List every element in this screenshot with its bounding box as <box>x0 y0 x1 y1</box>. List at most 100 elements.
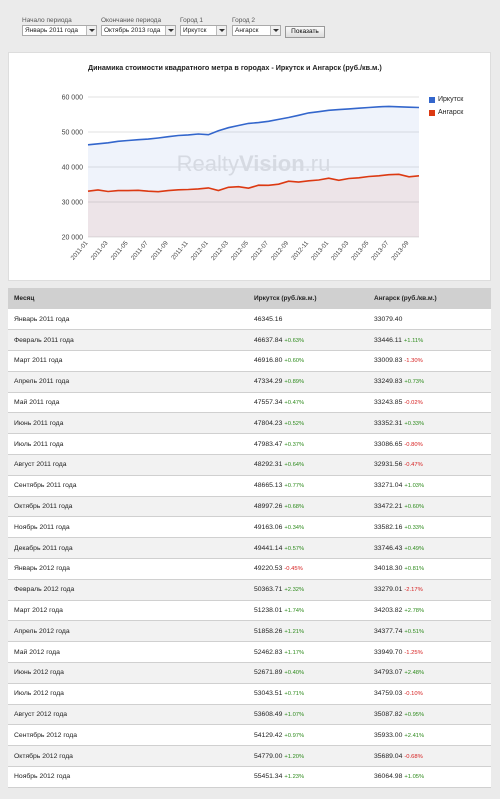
city1-change: +0.97% <box>284 732 305 739</box>
cell-month: Март 2012 года <box>8 600 248 622</box>
month-text: Май 2011 года <box>14 399 60 407</box>
cell-month: Февраль 2011 года <box>8 329 248 352</box>
watermark-part1: Realty <box>177 151 239 176</box>
month-text: Декабрь 2011 года <box>14 544 73 552</box>
cell-city1: 49163.06 +0.34% <box>248 516 368 539</box>
city2-change: +0.51% <box>404 628 425 635</box>
table-row: Июнь 2011 года 47804.23 +0.52% 33352.31 +0.3… <box>8 412 491 435</box>
cell-city2: 35689.04 -0.68% <box>368 745 491 768</box>
start-period-label: Начало периода <box>22 17 72 24</box>
cell-month: Апрель 2011 года <box>8 371 248 393</box>
cell-city2: 34377.74 +0.51% <box>368 620 491 643</box>
cell-month: Ноябрь 2012 года <box>8 766 248 788</box>
cell-city1: 48665.13 +0.77% <box>248 475 368 497</box>
month-text: Март 2012 года <box>14 607 63 615</box>
table-row: Январь 2011 года 46345.16 33079.40 <box>8 309 491 331</box>
month-text: Февраль 2012 года <box>14 586 75 594</box>
cell-city2: 33249.83 +0.73% <box>368 371 491 393</box>
city2-change: -0.02% <box>404 400 423 407</box>
cell-month: Октябрь 2011 года <box>8 496 248 518</box>
header-city2[interactable]: Ангарск (руб./кв.м.) <box>368 288 491 309</box>
table-row: Май 2012 года 52462.83 +1.17% 33949.70 -1.25… <box>8 641 491 664</box>
start-period-select[interactable]: Январь 2011 года <box>22 25 97 36</box>
cell-city1: 51238.01 +1.74% <box>248 600 368 622</box>
cell-city2: 34759.03 -0.10% <box>368 683 491 705</box>
cell-month: Май 2012 года <box>8 641 248 664</box>
table-row: Март 2011 года 46916.80 +0.60% 33009.83 -1.3… <box>8 350 491 372</box>
table-row: Июнь 2012 года 52671.89 +0.40% 34793.07 +2.4… <box>8 662 491 684</box>
table-row: Ноябрь 2012 года 55451.34 +1.23% 36064.98 +1… <box>8 766 491 788</box>
x-tick-label: 2013-07 <box>370 239 391 262</box>
city2-change: -2.17% <box>404 587 423 594</box>
city1-change: +0.68% <box>284 504 305 511</box>
cell-month: Март 2011 года <box>8 350 248 372</box>
city1-value: 52671.89 <box>254 669 283 677</box>
city1-select[interactable]: Иркутск <box>180 25 227 36</box>
month-text: Июнь 2012 года <box>14 669 64 677</box>
x-tick-label: 2012-03 <box>210 239 231 262</box>
start-period-value: Январь 2011 года <box>25 27 78 34</box>
city2-change: +2.41% <box>404 732 425 739</box>
cell-month: Апрель 2012 года <box>8 620 248 643</box>
legend-item-series2[interactable]: Ангарск <box>429 109 463 116</box>
cell-city1: 48997.26 +0.68% <box>248 496 368 518</box>
cell-month: Август 2012 года <box>8 704 248 726</box>
month-text: Июнь 2011 года <box>14 419 64 427</box>
city1-value: 54779.00 <box>254 752 283 760</box>
city2-value: 32931.56 <box>374 461 403 469</box>
cell-city2: 33079.40 <box>368 309 491 331</box>
cell-city2: 33279.01 -2.17% <box>368 579 491 601</box>
y-tick-label: 60 000 <box>62 95 84 102</box>
month-text: Март 2011 года <box>14 357 63 365</box>
cell-month: Декабрь 2011 года <box>8 537 248 560</box>
header-city1[interactable]: Иркутск (руб./кв.м.) <box>248 288 368 309</box>
month-text: Июль 2011 года <box>14 440 64 448</box>
table-row: Июль 2011 года 47983.47 +0.37% 33086.65 -0.8… <box>8 433 491 456</box>
cell-city2: 33472.21 +0.60% <box>368 496 491 518</box>
filters-bar: Начало периода Январь 2011 года Окончани… <box>0 0 500 48</box>
cell-month: Январь 2011 года <box>8 309 248 331</box>
x-tick-label: 2013-05 <box>350 239 371 262</box>
legend-item-series1[interactable]: Иркутск <box>429 96 463 103</box>
month-text: Май 2012 года <box>14 648 60 656</box>
month-text: Сентябрь 2011 года <box>14 482 77 490</box>
x-tick-label: 2011-05 <box>110 239 130 261</box>
city2-select[interactable]: Ангарск <box>232 25 281 36</box>
price-table: Месяц Иркутск (руб./кв.м.) Ангарск (руб.… <box>8 288 491 788</box>
show-button[interactable]: Показать <box>285 26 325 38</box>
end-period-select[interactable]: Октябрь 2013 года <box>101 25 176 36</box>
city1-change: +0.77% <box>284 483 305 490</box>
cell-city1: 51858.26 +1.21% <box>248 620 368 643</box>
city2-value: 35933.00 <box>374 731 403 739</box>
city2-change: +0.81% <box>404 566 425 573</box>
city1-value: 46916.80 <box>254 357 283 365</box>
watermark-part3: .ru <box>305 151 331 176</box>
cell-city1: 50363.71 +2.32% <box>248 579 368 601</box>
city2-change: +0.60% <box>404 504 425 511</box>
cell-city1: 49220.53 -0.45% <box>248 558 368 580</box>
x-tick-label: 2013-09 <box>390 239 411 262</box>
table-row: Март 2012 года 51238.01 +1.74% 34203.82 +2.7… <box>8 600 491 622</box>
city2-value: 33271.04 <box>374 482 403 490</box>
cell-month: Февраль 2012 года <box>8 579 248 601</box>
x-tick-label: 2011-11 <box>170 239 190 261</box>
city1-value: 49441.14 <box>254 544 283 552</box>
month-text: Сентябрь 2012 года <box>14 731 78 739</box>
price-chart: 60 000 50 000 40 000 30 000 20 000 RealtyVisi… <box>62 95 420 262</box>
header-month[interactable]: Месяц <box>8 288 248 309</box>
month-text: Июль 2012 года <box>14 690 64 698</box>
cell-city2: 33949.70 -1.25% <box>368 641 491 664</box>
x-tick-label: 2013-01 <box>310 239 331 262</box>
cell-city2: 34793.07 +2.48% <box>368 662 491 684</box>
cell-month: Сентябрь 2012 года <box>8 724 248 747</box>
month-text: Ноябрь 2012 года <box>14 773 71 781</box>
table-row: Апрель 2012 года 51858.26 +1.21% 34377.74 +0… <box>8 620 491 643</box>
city2-value: 33086.65 <box>374 440 403 448</box>
legend-label-series2: Ангарск <box>438 109 464 116</box>
y-tick-label: 30 000 <box>62 200 84 207</box>
city1-change: +1.07% <box>284 712 305 719</box>
cell-city1: 46916.80 +0.60% <box>248 350 368 372</box>
cell-city1: 54779.00 +1.20% <box>248 745 368 768</box>
city1-change: +1.74% <box>284 608 305 615</box>
cell-city2: 34203.82 +2.78% <box>368 600 491 622</box>
